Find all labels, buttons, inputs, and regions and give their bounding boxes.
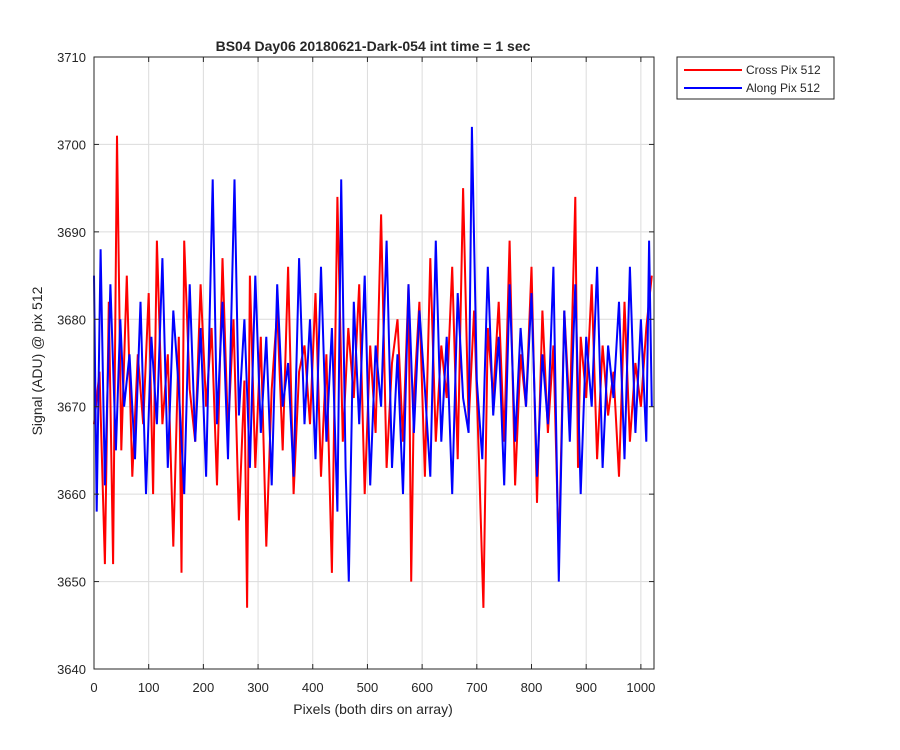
x-tick-label: 900 xyxy=(575,680,597,695)
chart-title: BS04 Day06 20180621-Dark-054 int time = … xyxy=(216,38,531,54)
tick-labels: 0 100 200 300 400 500 600 700 800 900 1000 3640 3650… xyxy=(57,50,655,695)
x-tick-label: 500 xyxy=(357,680,379,695)
legend-label-along: Along Pix 512 xyxy=(746,81,820,95)
legend: Cross Pix 512 Along Pix 512 xyxy=(676,56,835,100)
x-tick-label: 1000 xyxy=(626,680,655,695)
y-tick-label: 3660 xyxy=(57,487,86,502)
y-tick-label: 3700 xyxy=(57,137,86,152)
x-axis-title: Pixels (both dirs on array) xyxy=(293,701,453,717)
y-tick-label: 3710 xyxy=(57,50,86,65)
y-axis-title: Signal (ADU) @ pix 512 xyxy=(29,286,45,435)
x-tick-label: 100 xyxy=(138,680,160,695)
y-tick-label: 3640 xyxy=(57,662,86,677)
plot-frame xyxy=(93,56,655,670)
y-tick-label: 3680 xyxy=(57,312,86,327)
ticks xyxy=(93,56,654,670)
x-tick-label: 0 xyxy=(90,680,97,695)
x-tick-label: 300 xyxy=(247,680,269,695)
legend-box xyxy=(676,56,835,100)
y-tick-label: 3650 xyxy=(57,575,86,590)
legend-label-cross: Cross Pix 512 xyxy=(746,63,821,77)
x-tick-label: 600 xyxy=(411,680,433,695)
series-line-along-pix-512 xyxy=(93,126,653,582)
y-tick-label: 3690 xyxy=(57,225,86,240)
x-tick-label: 200 xyxy=(193,680,215,695)
x-tick-label: 400 xyxy=(302,680,324,695)
x-tick-label: 800 xyxy=(521,680,543,695)
series-layer xyxy=(93,126,653,608)
x-tick-label: 700 xyxy=(466,680,488,695)
y-tick-label: 3670 xyxy=(57,400,86,415)
